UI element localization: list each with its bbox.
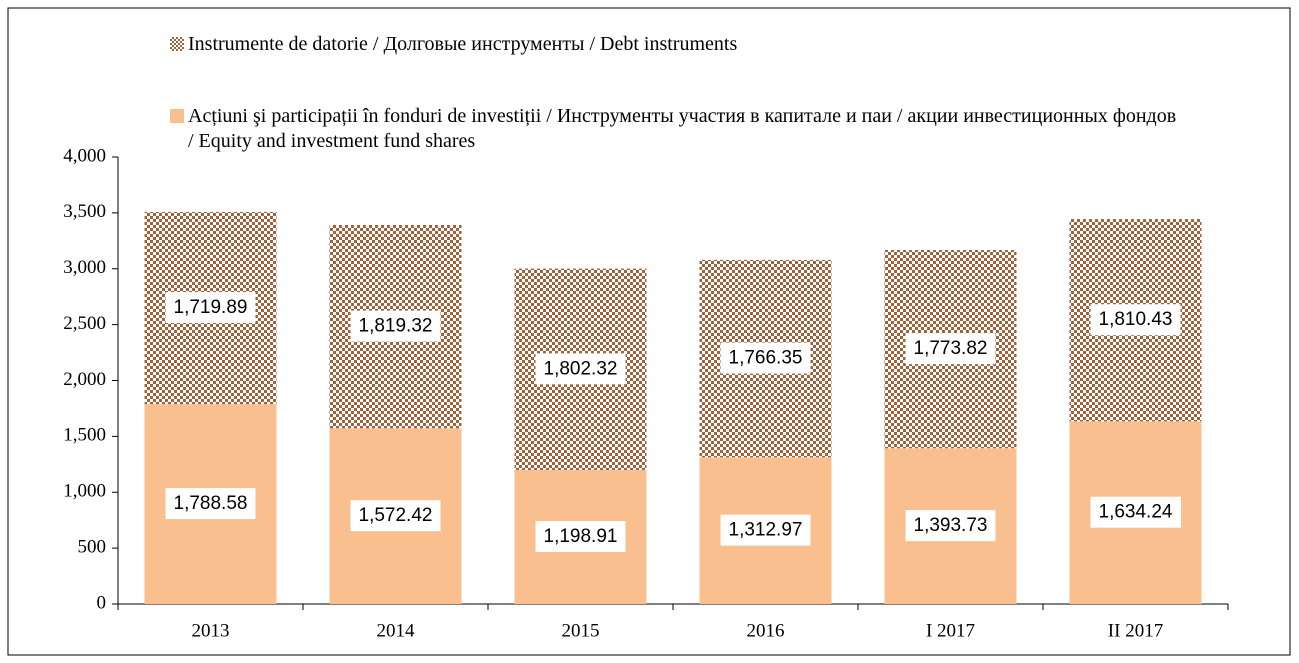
legend-label: Instrumente de datorie / Долговые инстру… [188,33,738,55]
legend-swatch [170,109,184,123]
legend-label: Acțiuni şi participații în fonduri de in… [188,105,1177,152]
x-tick-label: I 2017 [926,620,975,641]
data-label: 1,312.97 [729,520,803,541]
data-label-box [350,500,441,532]
y-tick-label: 1,500 [63,425,106,446]
legend: Instrumente de datorie / Долговые инстру… [170,32,1180,154]
y-tick-label: 1,000 [63,481,106,502]
data-label-box [1090,496,1181,528]
legend-item: Acțiuni şi participații în fonduri de in… [170,104,1180,154]
y-tick-label: 0 [97,592,107,613]
legend-item: Instrumente de datorie / Долговые инстру… [170,32,1180,57]
y-tick-label: 3,500 [63,201,106,222]
y-tick-label: 2,500 [63,313,106,334]
data-label-box [350,310,441,342]
data-label-box [535,353,626,385]
data-label-box [1090,304,1181,336]
frame [7,7,1291,656]
data-label: 1,788.58 [174,493,248,514]
data-label: 1,773.82 [914,338,988,359]
data-label-box [720,514,811,546]
y-tick-label: 4,000 [63,145,106,166]
y-tick-label: 500 [78,536,107,557]
x-tick-label: 2016 [747,620,785,641]
data-label-box [720,342,811,374]
y-tick-label: 3,000 [63,257,106,278]
data-label: 1,719.89 [174,297,248,318]
data-label-box [905,333,996,365]
data-label: 1,572.42 [359,505,433,526]
data-label: 1,393.73 [914,515,988,536]
data-label-box [905,510,996,542]
x-tick-label: 2013 [192,620,230,641]
y-tick-label: 2,000 [63,369,106,390]
x-tick-label: 2014 [377,620,416,641]
legend-swatch [170,37,184,51]
data-label-box [165,488,256,520]
data-label: 1,802.32 [544,358,618,379]
data-label: 1,198.91 [544,526,618,547]
data-label: 1,634.24 [1099,502,1173,523]
data-label: 1,766.35 [729,348,803,369]
data-label-box [165,292,256,324]
data-label: 1,819.32 [359,316,433,337]
data-label-box [535,521,626,553]
data-label: 1,810.43 [1099,309,1173,330]
x-tick-label: II 2017 [1108,620,1163,641]
x-tick-label: 2015 [562,620,600,641]
